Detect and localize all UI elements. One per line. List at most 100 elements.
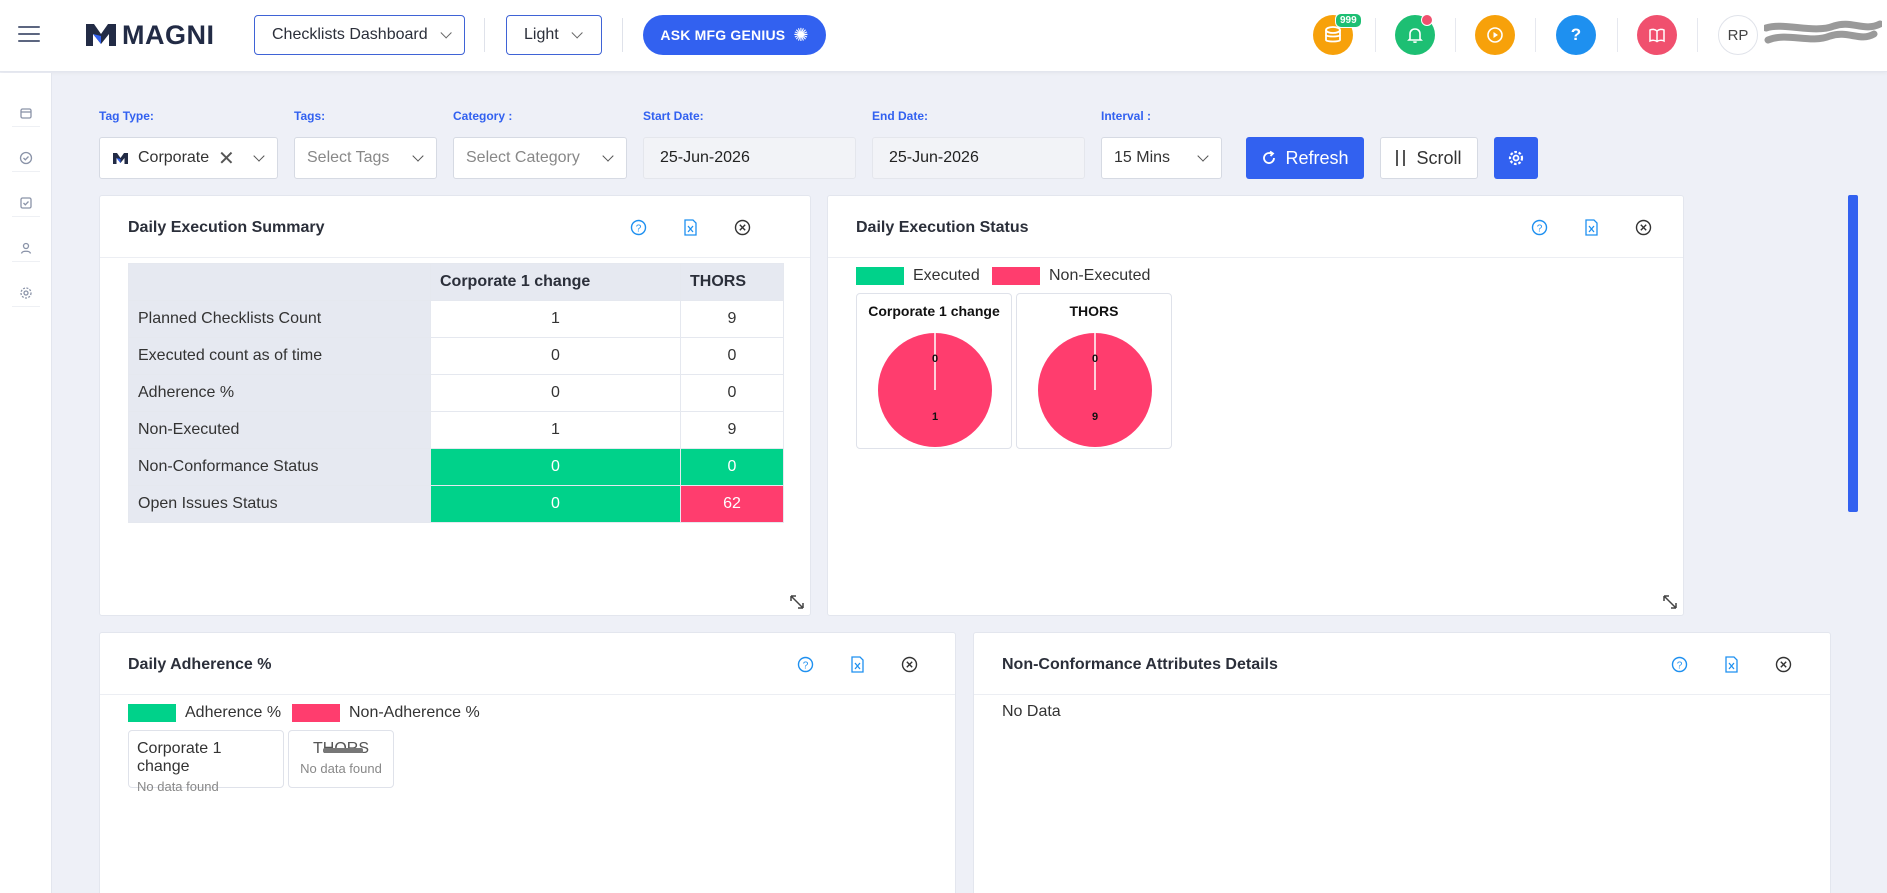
divider [484, 18, 485, 52]
table-cell: 0 [680, 337, 784, 375]
sidebar-item-checks[interactable] [12, 144, 40, 172]
help-button[interactable]: ? [1556, 15, 1596, 55]
execution-summary-table: Corporate 1 change THORS Planned Checkli… [128, 263, 784, 523]
excel-export-icon[interactable] [679, 216, 701, 238]
table-row: Non-Conformance Status 0 0 [128, 448, 784, 486]
svg-text:?: ? [635, 223, 641, 234]
category-placeholder: Select Category [466, 149, 580, 166]
resize-handle-icon[interactable] [1663, 595, 1677, 609]
close-circle-icon[interactable] [898, 653, 920, 675]
row-label: Adherence % [128, 374, 431, 412]
adherence-box-empty: No data found [137, 779, 219, 794]
start-date-input[interactable]: 25-Jun-2026 [643, 137, 856, 179]
table-cell: 62 [680, 485, 784, 523]
card-header: Daily Execution Summary ? [100, 196, 810, 258]
tag-type-select[interactable]: Corporate ✕ [99, 137, 278, 179]
ask-button-label: ASK MFG GENIUS [660, 27, 786, 43]
table-cell: 1 [430, 300, 681, 338]
help-circle-icon[interactable]: ? [1668, 653, 1690, 675]
tags-select[interactable]: Select Tags [294, 137, 437, 179]
clear-icon[interactable]: ✕ [218, 148, 235, 170]
card-actions: ? [1668, 653, 1794, 675]
table-row: Non-Executed 1 9 [128, 411, 784, 449]
theme-select-value: Light [524, 26, 559, 43]
help-icon: ? [1570, 25, 1582, 44]
close-circle-icon[interactable] [1772, 653, 1794, 675]
book-icon [1649, 28, 1665, 43]
coins-button[interactable]: 999 [1313, 13, 1362, 55]
scroll-button[interactable]: Scroll [1380, 137, 1478, 179]
theme-select[interactable]: Light [506, 15, 602, 55]
coins-icon [1325, 26, 1341, 43]
help-circle-icon[interactable]: ? [1528, 216, 1550, 238]
legend-adherence: Adherence % [128, 704, 281, 722]
excel-export-icon[interactable] [1720, 653, 1742, 675]
notifications-button[interactable] [1395, 14, 1435, 55]
legend-non-executed: Non-Executed [992, 267, 1150, 285]
card-actions: ? [627, 216, 753, 238]
magni-logo-icon [113, 152, 128, 164]
sparkle-icon: ✺ [793, 25, 809, 45]
table-row: Open Issues Status 0 62 [128, 485, 784, 523]
sidebar-item-checklists[interactable] [12, 189, 40, 217]
table-header-cell [128, 263, 431, 301]
divider [1617, 18, 1618, 52]
sidebar-item-settings[interactable] [12, 279, 40, 307]
tags-label: Tags: [294, 109, 326, 123]
ask-mfg-genius-button[interactable]: ASK MFG GENIUS ✺ [643, 15, 826, 55]
refresh-button[interactable]: Refresh [1246, 137, 1364, 179]
card-title: Daily Adherence % [128, 656, 272, 673]
pie-chart: 0 1 [878, 333, 992, 447]
avatar-initials: RP [1727, 26, 1749, 44]
magni-logo-icon [86, 24, 116, 46]
close-circle-icon[interactable] [731, 216, 753, 238]
logo-text: MAGNI [122, 19, 215, 50]
chevron-down-icon [440, 27, 452, 39]
table-cell: 0 [680, 374, 784, 412]
dashboard-select[interactable]: Checklists Dashboard [254, 15, 465, 55]
svg-text:?: ? [802, 660, 808, 671]
top-bar: MAGNI Checklists Dashboard Light ASK MFG… [0, 0, 1887, 72]
table-row: Planned Checklists Count 1 9 [128, 300, 784, 338]
interval-select[interactable]: 15 Mins [1101, 137, 1222, 179]
pause-icon [1396, 150, 1406, 166]
table-header-row: Corporate 1 change THORS [128, 263, 784, 301]
table-cell: 0 [680, 448, 784, 486]
table-cell: 0 [430, 485, 681, 523]
excel-export-icon[interactable] [1580, 216, 1602, 238]
page-scrollbar[interactable] [1848, 195, 1858, 512]
play-button[interactable] [1475, 15, 1515, 55]
no-data-text: No Data [1002, 703, 1061, 720]
nonconformance-details-card: Non-Conformance Attributes Details ? No … [973, 632, 1831, 893]
help-circle-icon[interactable]: ? [794, 653, 816, 675]
avatar[interactable]: RP [1718, 15, 1758, 55]
docs-button[interactable] [1637, 15, 1677, 55]
legend-label: Adherence % [185, 704, 282, 721]
adherence-box: THORS No data found [288, 730, 394, 788]
close-circle-icon[interactable] [1632, 216, 1654, 238]
category-select[interactable]: Select Category [453, 137, 627, 179]
excel-export-icon[interactable] [846, 653, 868, 675]
chevron-down-icon [412, 150, 424, 162]
daily-execution-status-card: Daily Execution Status ? Executed Non-Ex… [827, 195, 1684, 616]
table-header-cell: Corporate 1 change [430, 263, 681, 301]
table-cell: 1 [430, 411, 681, 449]
sidebar-item-users[interactable] [12, 234, 40, 262]
end-date-value: 25-Jun-2026 [889, 149, 979, 166]
pie-title: THORS [1069, 303, 1119, 319]
legend-non-adherence: Non-Adherence % [292, 704, 480, 722]
dashboard-settings-button[interactable] [1494, 137, 1538, 179]
resize-handle-icon[interactable] [790, 595, 804, 609]
pie-label-non-executed: 1 [932, 411, 938, 423]
card-header: Non-Conformance Attributes Details ? [974, 633, 1830, 695]
adherence-box: Corporate 1 change No data found [128, 730, 284, 794]
end-date-input[interactable]: 25-Jun-2026 [872, 137, 1085, 179]
legend-label: Executed [913, 267, 980, 284]
notification-dot [1421, 14, 1433, 26]
help-circle-icon[interactable]: ? [627, 216, 649, 238]
table-cell: 0 [430, 374, 681, 412]
menu-icon[interactable] [18, 26, 40, 44]
redaction-mark [323, 748, 363, 753]
sidebar-item-inventory[interactable] [12, 99, 40, 127]
chevron-down-icon [571, 27, 583, 39]
